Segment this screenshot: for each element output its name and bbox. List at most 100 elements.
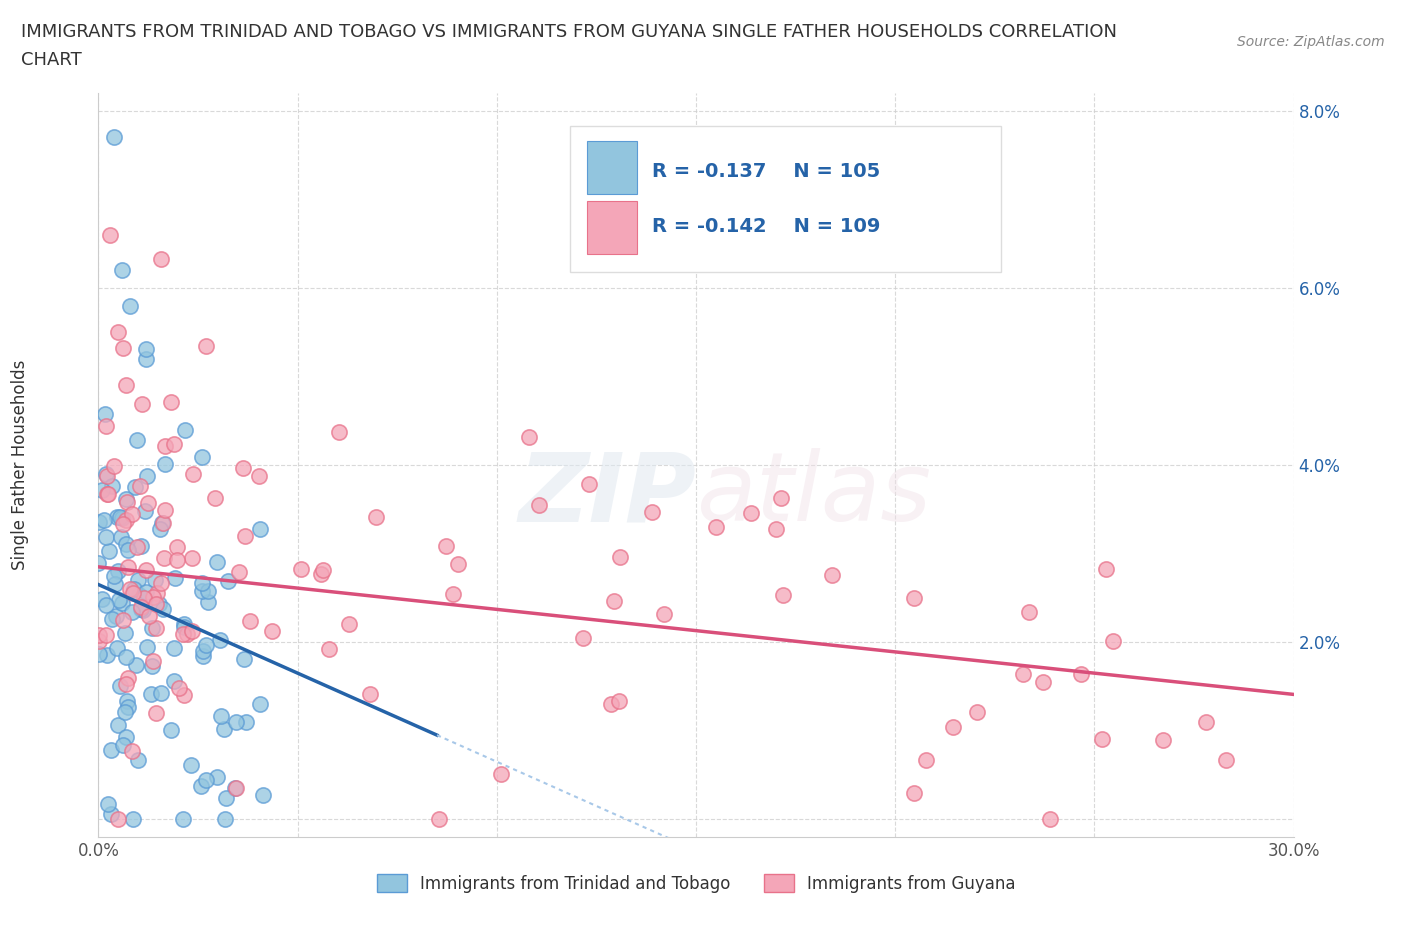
Point (108, 510, 131, 525)
Point (135, 585, 157, 600)
Point (770, 490, 793, 505)
Point (152, 551, 174, 565)
Point (239, 614, 262, 629)
Point (105, 640, 128, 655)
Point (190, 584, 212, 599)
Point (1070, 667, 1092, 682)
Point (117, 671, 139, 685)
Point (359, 687, 381, 702)
Point (600, 697, 623, 711)
Point (603, 593, 626, 608)
Text: R = -0.137    N = 105: R = -0.137 N = 105 (652, 162, 880, 180)
Point (98, 544, 121, 559)
Text: atlas: atlas (696, 448, 931, 541)
Point (225, 780, 247, 795)
Point (915, 752, 938, 767)
Point (94, 628, 117, 643)
Point (195, 339, 218, 353)
Point (194, 773, 217, 788)
Point (441, 586, 464, 601)
Point (132, 591, 155, 605)
Point (121, 507, 143, 522)
Point (160, 723, 183, 737)
Point (149, 522, 172, 537)
Point (111, 737, 134, 752)
Point (180, 758, 202, 773)
Point (141, 620, 163, 635)
Point (135, 352, 157, 366)
Legend: Immigrants from Trinidad and Tobago, Immigrants from Guyana: Immigrants from Trinidad and Tobago, Imm… (370, 868, 1022, 899)
Point (142, 590, 165, 604)
Point (1152, 732, 1174, 747)
Point (517, 430, 540, 445)
Point (224, 780, 246, 795)
Point (121, 605, 143, 620)
Point (249, 522, 271, 537)
Point (121, 744, 143, 759)
Point (527, 498, 550, 512)
Point (191, 649, 214, 664)
Point (176, 626, 198, 641)
Point (160, 394, 183, 409)
Point (89, 646, 111, 661)
Point (91, 482, 114, 497)
Point (318, 641, 340, 656)
Point (131, 538, 153, 553)
Point (181, 467, 204, 482)
Text: R = -0.142    N = 109: R = -0.142 N = 109 (652, 218, 880, 236)
Point (117, 543, 139, 558)
Point (252, 788, 274, 803)
Point (96, 486, 118, 501)
Point (115, 677, 138, 692)
Point (103, 130, 125, 145)
Point (104, 577, 127, 591)
Point (115, 730, 138, 745)
Point (87, 515, 110, 530)
Point (1215, 753, 1237, 768)
Point (193, 644, 215, 658)
Point (89, 634, 111, 649)
Point (173, 617, 195, 631)
Point (139, 686, 162, 701)
Point (105, 510, 128, 525)
Point (903, 786, 925, 801)
Point (141, 658, 163, 673)
Point (114, 625, 136, 640)
Point (96, 648, 118, 663)
Point (942, 720, 965, 735)
Point (163, 641, 186, 656)
Point (1032, 675, 1054, 690)
Point (212, 722, 235, 737)
Point (90, 591, 112, 606)
Point (128, 588, 150, 603)
Point (173, 422, 195, 437)
Point (115, 537, 138, 551)
Point (112, 340, 135, 355)
Point (93, 513, 115, 528)
Point (146, 585, 169, 600)
Point (197, 594, 219, 609)
Point (97, 797, 120, 812)
Point (225, 715, 247, 730)
Point (97, 486, 120, 501)
Point (127, 752, 149, 767)
Point (101, 611, 124, 626)
Point (966, 705, 988, 720)
Point (489, 767, 512, 782)
Point (247, 469, 270, 484)
Point (152, 516, 174, 531)
Point (249, 697, 271, 711)
Point (162, 437, 184, 452)
Point (165, 570, 187, 585)
Point (153, 457, 176, 472)
Point (190, 778, 212, 793)
Point (150, 515, 173, 530)
Point (209, 708, 232, 723)
Point (143, 573, 166, 588)
Point (232, 460, 254, 475)
Point (104, 608, 127, 623)
Text: IMMIGRANTS FROM TRINIDAD AND TOBAGO VS IMMIGRANTS FROM GUYANA SINGLE FATHER HOUS: IMMIGRANTS FROM TRINIDAD AND TOBAGO VS I… (21, 23, 1118, 41)
Point (197, 584, 219, 599)
Point (205, 770, 228, 785)
Point (117, 700, 139, 715)
